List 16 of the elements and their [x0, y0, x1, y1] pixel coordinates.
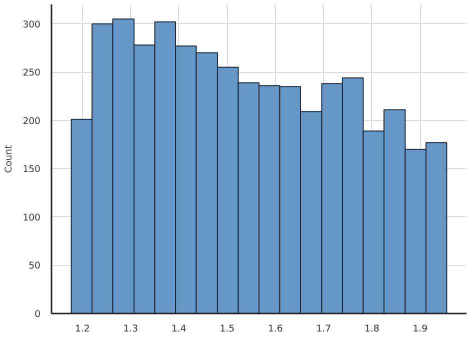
y-tick-label: 200	[22, 116, 41, 127]
y-tick-label: 300	[22, 19, 41, 30]
x-tick-label: 1.9	[412, 324, 428, 334]
y-tick-label: 0	[34, 309, 41, 320]
y-tick-label: 100	[22, 212, 41, 224]
y-tick-label: 250	[22, 68, 41, 79]
x-tick-label: 1.4	[171, 324, 186, 334]
x-tick-label: 1.2	[74, 324, 90, 334]
x-tick-label: 1.8	[364, 324, 380, 334]
y-tick-label: 150	[22, 164, 41, 176]
x-tick-label: 1.7	[316, 324, 332, 334]
y-tick-label: 50	[28, 260, 41, 272]
x-tick-label: 1.6	[268, 324, 283, 334]
x-tick-label: 1.5	[220, 324, 235, 334]
y-axis-title: Count	[4, 144, 15, 173]
x-tick-label: 1.3	[123, 324, 138, 334]
